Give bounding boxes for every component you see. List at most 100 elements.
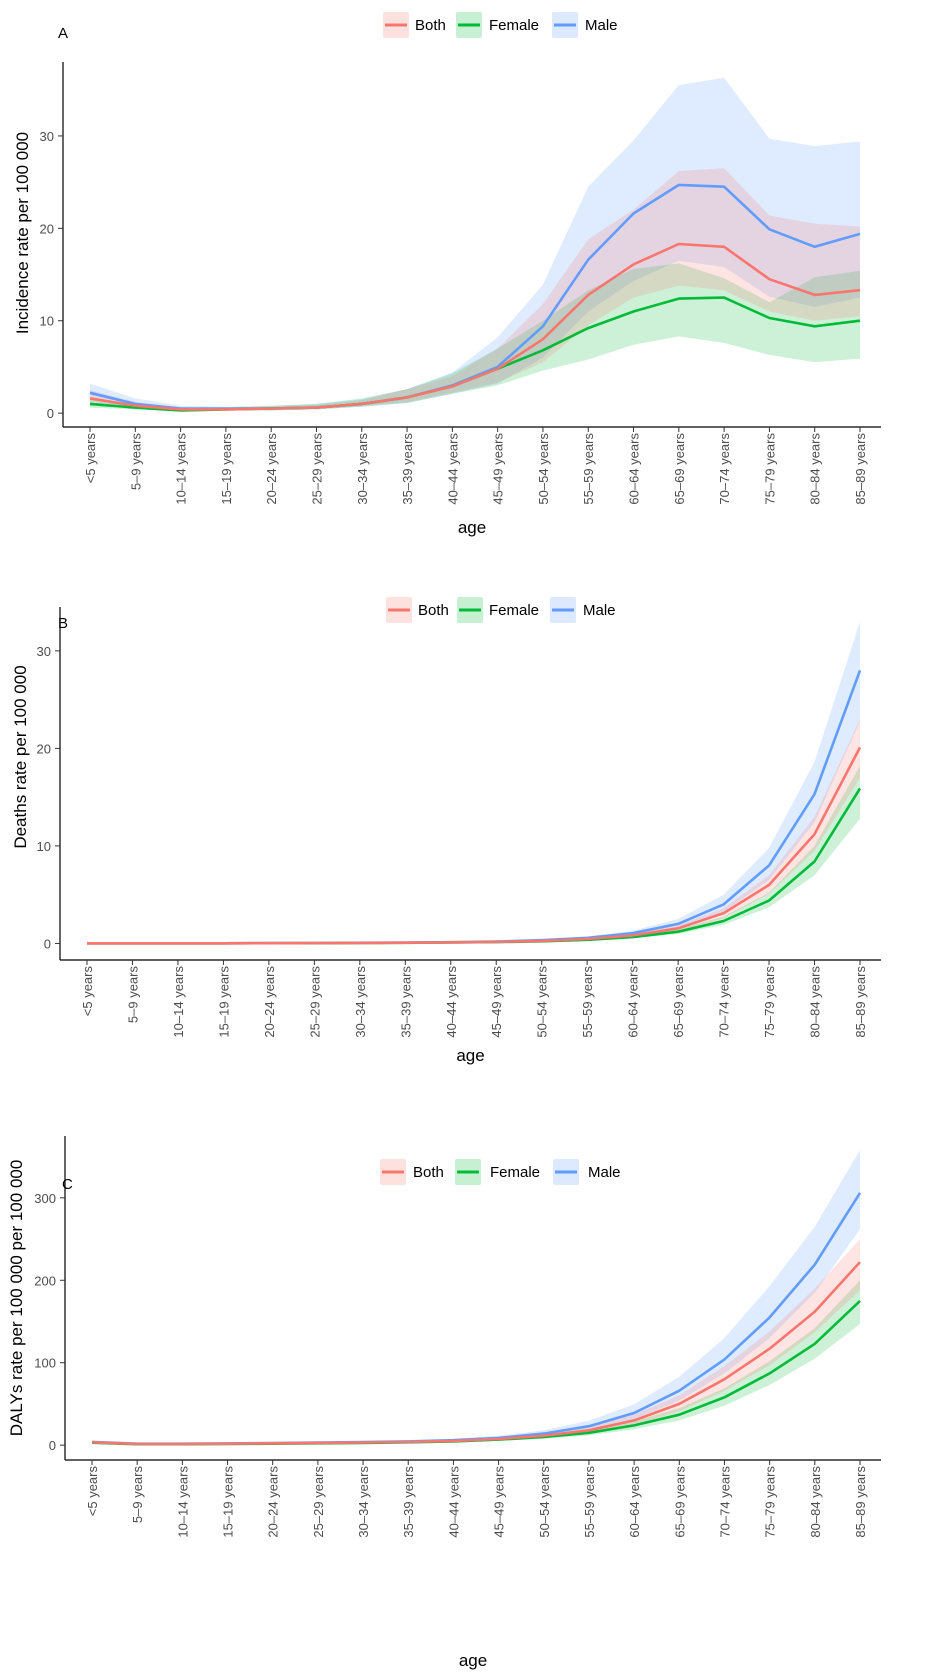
x-tick-label: 85–89 years xyxy=(853,433,868,505)
band-female xyxy=(87,765,860,944)
x-tick-label: 15–19 years xyxy=(219,433,234,505)
legend-label-both: Both xyxy=(413,1164,444,1181)
y-axis-title: Incidence rate per 100 000 xyxy=(13,132,32,334)
x-tick-label: <5 years xyxy=(83,433,98,484)
plot-c: 0 100 200 300 <5 years 5–9 years 10–14 years 15… xyxy=(7,1136,881,1670)
line-both xyxy=(87,746,862,945)
legend-a: Both Female Male xyxy=(383,12,618,38)
x-tick-label: 65–69 years xyxy=(672,433,687,505)
y-tick-label: 10 xyxy=(40,314,54,329)
legend-label-both: Both xyxy=(415,17,446,34)
x-tick-label: 70–74 years xyxy=(717,433,732,505)
x-tick-label: 50–54 years xyxy=(536,433,551,505)
band-both xyxy=(90,168,860,412)
legend-label-female: Female xyxy=(489,17,539,34)
x-tick-label: 5–9 years xyxy=(128,433,143,491)
x-tick-label: 70–74 years xyxy=(717,1466,732,1538)
x-tick-label: 40–44 years xyxy=(445,433,460,505)
x-tick-label: 20–24 years xyxy=(264,433,279,505)
x-tick-label: <5 years xyxy=(85,1466,100,1517)
y-tick-label: 200 xyxy=(34,1273,56,1288)
x-tick-label: 25–29 years xyxy=(311,1466,326,1538)
legend-c: Both Female Male xyxy=(380,1159,621,1185)
x-tick-label: 60–64 years xyxy=(627,1466,642,1538)
x-tick-label: 20–24 years xyxy=(262,966,277,1038)
x-tick-label: 70–74 years xyxy=(717,966,732,1038)
x-tick-label: 30–34 years xyxy=(356,1466,371,1538)
x-axis-title: age xyxy=(456,1046,484,1065)
panel-b: Both Female Male B 0 10 20 30 <5 years 5–9 ye… xyxy=(11,597,881,1065)
plot-a: 0 10 20 30 <5 years 5–9 years 10–14 years 15–19… xyxy=(13,62,881,537)
legend-label-female: Female xyxy=(490,1164,540,1181)
panel-c: Both Female Male C 0 100 200 300 <5 years 5–9… xyxy=(7,1136,881,1670)
x-tick-label: 5–9 years xyxy=(130,1466,145,1524)
y-tick-label: 100 xyxy=(34,1356,56,1371)
x-tick-label: 35–39 years xyxy=(398,966,413,1038)
x-tick-label: 65–69 years xyxy=(671,966,686,1038)
x-tick-label: <5 years xyxy=(80,966,95,1017)
plot-b: 0 10 20 30 <5 years 5–9 years 10–14 years 15–19… xyxy=(11,607,881,1065)
x-tick-label: 85–89 years xyxy=(853,1466,868,1538)
legend-label-both: Both xyxy=(418,602,449,619)
y-tick-label: 0 xyxy=(49,1438,56,1453)
legend-b: Both Female Male xyxy=(386,597,616,623)
y-axis-title: DALYs rate per 100 000 per 100 000 xyxy=(7,1160,26,1437)
panel-label-a: A xyxy=(58,25,68,42)
band-male xyxy=(92,1150,860,1445)
panel-a: Both Female Male A 0 10 20 30 <5 years 5–9 ye… xyxy=(13,12,881,537)
x-tick-label: 25–29 years xyxy=(307,966,322,1038)
x-tick-label: 45–49 years xyxy=(492,1466,507,1538)
legend-label-male: Male xyxy=(585,17,618,34)
y-tick-label: 30 xyxy=(40,129,54,144)
x-tick-label: 20–24 years xyxy=(266,1466,281,1538)
y-tick-label: 30 xyxy=(37,644,51,659)
x-tick-label: 15–19 years xyxy=(216,966,231,1038)
x-tick-label: 75–79 years xyxy=(762,433,777,505)
x-tick-label: 40–44 years xyxy=(446,1466,461,1538)
line-both xyxy=(91,1261,861,1446)
x-tick-label: 10–14 years xyxy=(175,1466,190,1538)
y-tick-label: 0 xyxy=(44,936,51,951)
x-tick-label: 10–14 years xyxy=(171,966,186,1038)
x-tick-label: 30–34 years xyxy=(355,433,370,505)
x-tick-label: 75–79 years xyxy=(762,966,777,1038)
x-tick-label: 50–54 years xyxy=(535,966,550,1038)
y-tick-label: 20 xyxy=(37,741,51,756)
x-tick-label: 85–89 years xyxy=(853,966,868,1038)
x-tick-label: 80–84 years xyxy=(808,966,823,1038)
line-female xyxy=(87,787,862,945)
x-tick-label: 45–49 years xyxy=(491,433,506,505)
x-tick-label: 5–9 years xyxy=(125,966,140,1024)
x-tick-label: 55–59 years xyxy=(582,1466,597,1538)
x-tick-label: 40–44 years xyxy=(444,966,459,1038)
x-tick-label: 35–39 years xyxy=(400,433,415,505)
x-tick-label: 75–79 years xyxy=(763,1466,778,1538)
legend-label-male: Male xyxy=(588,1164,621,1181)
x-axis-title: age xyxy=(459,1651,487,1670)
x-tick-label: 80–84 years xyxy=(808,433,823,505)
x-tick-label: 15–19 years xyxy=(221,1466,236,1538)
y-tick-label: 300 xyxy=(34,1191,56,1206)
x-tick-label: 45–49 years xyxy=(489,966,504,1038)
x-tick-label: 65–69 years xyxy=(672,1466,687,1538)
x-tick-label: 10–14 years xyxy=(174,433,189,505)
x-tick-label: 50–54 years xyxy=(537,1466,552,1538)
x-tick-label: 30–34 years xyxy=(353,966,368,1038)
x-tick-label: 60–64 years xyxy=(626,966,641,1038)
panel-label-b: B xyxy=(58,615,68,632)
y-axis-title: Deaths rate per 100 000 xyxy=(11,665,30,848)
x-axis-title: age xyxy=(458,518,486,537)
x-tick-label: 25–29 years xyxy=(309,433,324,505)
y-tick-label: 10 xyxy=(37,839,51,854)
x-tick-label: 35–39 years xyxy=(401,1466,416,1538)
panel-label-c: C xyxy=(62,1176,73,1193)
band-female xyxy=(90,263,860,412)
legend-label-male: Male xyxy=(583,602,616,619)
band-male xyxy=(90,77,860,411)
y-tick-label: 0 xyxy=(47,406,54,421)
x-tick-label: 80–84 years xyxy=(808,1466,823,1538)
x-tick-label: 55–59 years xyxy=(581,433,596,505)
legend-label-female: Female xyxy=(489,602,539,619)
y-tick-label: 20 xyxy=(40,221,54,236)
